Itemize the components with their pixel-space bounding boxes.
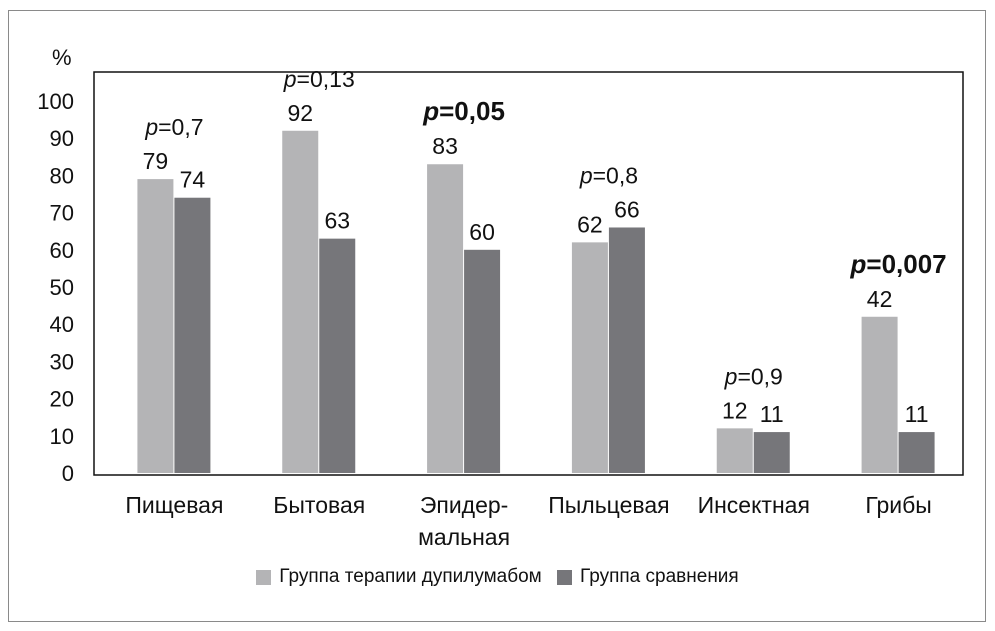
bar-value-label: 62 <box>577 211 603 237</box>
bar-therapy <box>137 179 174 473</box>
x-category-label: Бытовая <box>273 492 365 518</box>
y-tick-label: 20 <box>50 387 74 412</box>
bar-therapy <box>427 164 464 474</box>
bar-value-label: 11 <box>905 401 929 427</box>
y-tick-label: 60 <box>50 238 74 263</box>
plot-area-border <box>93 71 964 476</box>
p-value: =0,05 <box>439 96 505 126</box>
bar-value-label: 63 <box>324 208 350 234</box>
bar-comparison <box>608 227 645 473</box>
bar-comparison <box>898 432 935 473</box>
legend-swatch-therapy <box>256 569 272 585</box>
y-tick-label: 0 <box>62 461 74 486</box>
y-tick-label: 10 <box>50 424 74 449</box>
y-axis-unit-label: % <box>52 45 72 70</box>
bar-comparison <box>174 197 211 473</box>
legend-item-therapy: Группа терапии дупилумабом <box>256 566 542 588</box>
y-tick-label: 90 <box>50 126 74 151</box>
x-category-label: Инсектная <box>698 492 810 518</box>
bar-value-label: 11 <box>760 401 784 427</box>
p-value-annotation: p=0,7 <box>144 114 203 140</box>
p-symbol: p <box>850 249 867 279</box>
bar-chart: 0 10 20 30 40 50 60 70 80 90 100 79 74 92 63 83 60 62 66 1… <box>37 66 964 550</box>
x-category-label: Пищевая <box>125 492 223 518</box>
p-symbol: p <box>283 66 297 92</box>
p-value: =0,7 <box>158 114 203 140</box>
y-tick-label: 30 <box>50 349 74 374</box>
bar-value-label: 74 <box>180 167 206 193</box>
bar-value-label: 83 <box>432 133 458 159</box>
bar-value-label: 12 <box>722 397 748 423</box>
y-tick-label: 50 <box>50 275 74 300</box>
bar-therapy <box>282 130 319 473</box>
legend: Группа терапии дупилумабом Группа сравне… <box>0 566 995 591</box>
y-tick-label: 100 <box>37 89 74 114</box>
p-value: =0,8 <box>593 162 638 188</box>
p-value-annotation: p=0,9 <box>724 363 783 389</box>
p-value: =0,13 <box>297 66 355 92</box>
p-value-annotation: p=0,007 <box>850 249 947 279</box>
x-category-label: мальная <box>418 524 510 550</box>
p-symbol: p <box>144 114 158 140</box>
p-value-annotation: p=0,05 <box>422 96 505 126</box>
bar-value-label: 42 <box>867 286 893 312</box>
x-category-label: Пыльцевая <box>548 492 669 518</box>
bar-value-label: 60 <box>469 219 495 245</box>
bar-therapy <box>716 428 753 473</box>
y-tick-label: 80 <box>50 163 74 188</box>
y-tick-label: 40 <box>50 312 74 337</box>
bar-comparison <box>319 238 356 473</box>
bar-therapy <box>861 316 898 473</box>
y-tick-label: 70 <box>50 201 74 226</box>
legend-label-comparison: Группа сравнения <box>580 566 739 587</box>
legend-item-comparison: Группа сравнения <box>557 566 739 588</box>
bar-comparison <box>753 432 790 473</box>
x-category-label: Грибы <box>865 492 932 518</box>
legend-swatch-comparison <box>557 569 573 585</box>
bar-value-label: 66 <box>614 196 640 222</box>
bar-therapy <box>571 242 608 473</box>
p-symbol: p <box>724 363 738 389</box>
p-symbol: p <box>422 96 439 126</box>
bar-value-label: 92 <box>287 100 313 126</box>
x-category-label: Эпидер- <box>420 492 509 518</box>
p-value: =0,007 <box>866 249 946 279</box>
p-value: =0,9 <box>737 363 782 389</box>
p-symbol: p <box>579 162 593 188</box>
bar-value-label: 79 <box>143 148 169 174</box>
chart-frame <box>8 10 986 622</box>
p-value-annotation: p=0,8 <box>579 162 638 188</box>
legend-label-therapy: Группа терапии дупилумабом <box>279 566 542 587</box>
bar-comparison <box>464 249 501 473</box>
p-value-annotation: p=0,13 <box>283 66 355 92</box>
